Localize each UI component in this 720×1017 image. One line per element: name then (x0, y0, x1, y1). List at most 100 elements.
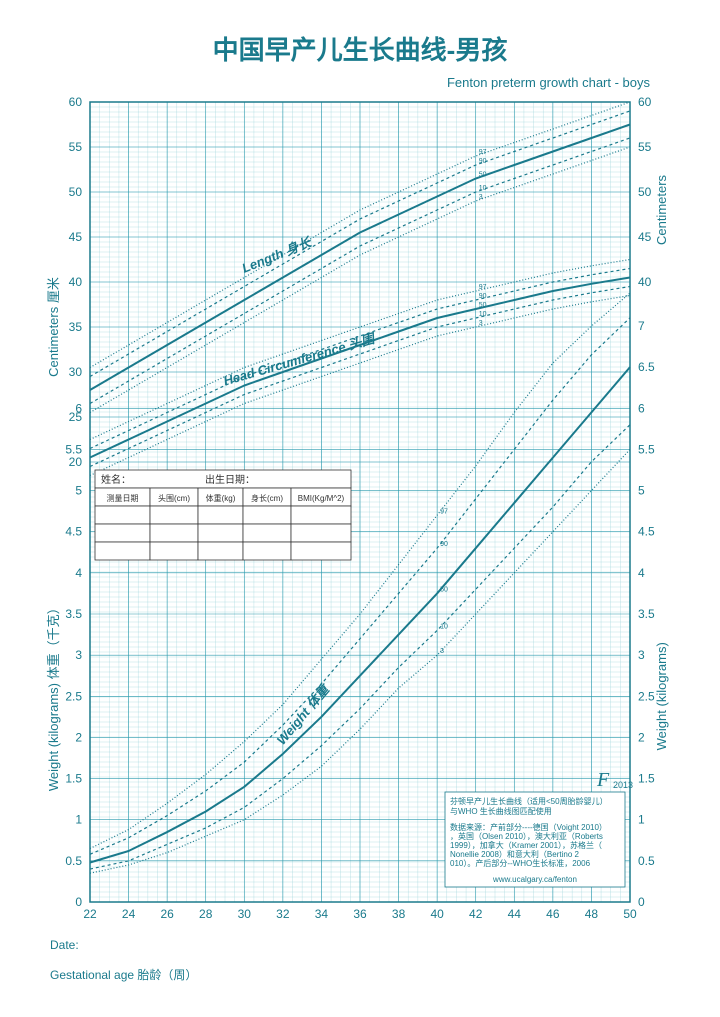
info-source: 数据来源：产前部分----德国（Voight 2010） (450, 822, 607, 832)
pct-label: 3 (440, 648, 444, 655)
kg-tick-right: 3 (638, 648, 645, 662)
info-source: ，英国（Olsen 2010），澳大利亚（Roberts (450, 831, 603, 841)
svg-text:出生日期：: 出生日期： (205, 473, 255, 486)
info-source: 1999），加拿大（Kramer 2001），苏格兰（ (450, 840, 602, 850)
x-tick: 38 (392, 907, 406, 921)
x-tick: 44 (508, 907, 522, 921)
svg-text:体重(kg): 体重(kg) (206, 493, 236, 503)
cm-tick-left: 35 (69, 320, 83, 334)
cm-tick-right: 60 (638, 95, 652, 109)
x-tick: 24 (122, 907, 136, 921)
kg-tick-left: 4 (75, 566, 82, 580)
year: 2013 (613, 780, 633, 790)
cm-tick-left: 50 (69, 185, 83, 199)
svg-text:身长(cm): 身长(cm) (251, 493, 283, 503)
svg-text:测量日期: 测量日期 (107, 494, 139, 503)
svg-text:Head Circumference 头围: Head Circumference 头围 (222, 330, 378, 388)
x-tick: 30 (238, 907, 252, 921)
kg-tick-right: 4 (638, 566, 645, 580)
kg-tick-left: 3.5 (65, 607, 82, 621)
x-tick: 28 (199, 907, 213, 921)
x-tick: 50 (623, 907, 637, 921)
kg-tick-right: 0 (638, 895, 645, 909)
x-tick: 48 (585, 907, 599, 921)
kg-tick-left: 2 (75, 730, 82, 744)
kg-tick-right: 2.5 (638, 689, 655, 703)
kg-tick-right: 0.5 (638, 854, 655, 868)
svg-text:Length 身长: Length 身长 (240, 234, 315, 276)
kg-tick-right: 7 (638, 319, 645, 333)
cm-tick-left: 40 (69, 275, 83, 289)
chart-container: 2224262830323436384042444648502025303540… (40, 92, 680, 932)
info-line: 芬顿早产儿生长曲线（适用<50周胎龄婴儿） (450, 796, 608, 806)
cm-tick-right: 50 (638, 185, 652, 199)
kg-tick-right: 4.5 (638, 525, 655, 539)
kg-tick-left: 5 (75, 484, 82, 498)
pct-label: 50 (440, 586, 448, 593)
pct-label: 97 (440, 508, 448, 515)
kg-tick-left: 5.5 (65, 442, 82, 456)
info-source: Nonellie 2008）和意大利（Bertino 2 (450, 849, 579, 859)
cm-tick-left: 60 (69, 95, 83, 109)
pct-label: 97 (479, 149, 487, 156)
pct-label: 10 (440, 623, 448, 630)
pct-label: 90 (440, 541, 448, 548)
pct-label: 50 (479, 172, 487, 179)
left-cm-label: Centimeters 厘米 (46, 277, 61, 377)
x-tick: 46 (546, 907, 560, 921)
cm-tick-right: 45 (638, 230, 652, 244)
cm-tick-right: 55 (638, 140, 652, 154)
pct-label: 3 (479, 194, 483, 201)
x-tick: 34 (315, 907, 329, 921)
x-tick: 42 (469, 907, 483, 921)
measurement-form: 姓名： 出生日期： 测量日期 头围(cm) 体重(kg) 身长(cm) BMI(Kg/M^2… (95, 470, 351, 560)
svg-text:头围(cm): 头围(cm) (158, 493, 190, 503)
x-tick: 32 (276, 907, 290, 921)
cm-tick-right: 40 (638, 275, 652, 289)
pct-label: 90 (479, 158, 487, 165)
kg-tick-left: 0 (75, 895, 82, 909)
cm-tick-left: 20 (69, 455, 83, 469)
subtitle: Fenton preterm growth chart - boys (30, 75, 650, 90)
info-line: 与WHO 生长曲线图匹配使用 (450, 806, 552, 816)
kg-tick-left: 6 (75, 401, 82, 415)
kg-tick-left: 4.5 (65, 525, 82, 539)
kg-tick-right: 3.5 (638, 607, 655, 621)
length-label: Length 身长 (240, 234, 315, 276)
page-title: 中国早产儿生长曲线-男孩 (30, 30, 690, 67)
pct-label: 10 (479, 185, 487, 192)
kg-tick-right: 1.5 (638, 772, 655, 786)
x-tick: 26 (160, 907, 174, 921)
right-kg-label: Weight (kilograms) (654, 642, 669, 750)
pct-label: 10 (479, 311, 487, 318)
pct-label: 3 (479, 320, 483, 327)
x-tick: 40 (430, 907, 444, 921)
kg-tick-right: 2 (638, 730, 645, 744)
date-label: Date: (50, 938, 690, 952)
x-axis-label: Gestational age 胎龄（周） (50, 966, 690, 983)
x-tick: 36 (353, 907, 367, 921)
kg-tick-left: 1.5 (65, 772, 82, 786)
kg-tick-right: 5 (638, 484, 645, 498)
kg-tick-left: 1 (75, 813, 82, 827)
right-cm-label: Centimeters (654, 174, 669, 245)
head-label: Head Circumference 头围 (222, 330, 378, 388)
left-kg-label: Weight (kilograms) 体重（千克） (46, 601, 61, 791)
cm-tick-left: 55 (69, 140, 83, 154)
growth-chart-svg: 2224262830323436384042444648502025303540… (40, 92, 680, 932)
kg-tick-left: 0.5 (65, 854, 82, 868)
cm-tick-left: 30 (69, 365, 83, 379)
growth-chart-page: 中国早产儿生长曲线-男孩 Fenton preterm growth chart… (0, 0, 720, 1017)
pct-label: 97 (479, 284, 487, 291)
info-url: www.ucalgary.ca/fenton (492, 875, 577, 884)
kg-tick-right: 6 (638, 401, 645, 415)
kg-tick-right: 1 (638, 813, 645, 827)
x-tick: 22 (83, 907, 97, 921)
svg-text:姓名：: 姓名： (101, 473, 131, 486)
cm-tick-left: 45 (69, 230, 83, 244)
pct-label: 90 (479, 293, 487, 300)
pct-label: 50 (479, 302, 487, 309)
svg-text:BMI(Kg/M^2): BMI(Kg/M^2) (298, 494, 345, 503)
fenton-logo: F (596, 769, 610, 791)
kg-tick-right: 6.5 (638, 360, 655, 374)
